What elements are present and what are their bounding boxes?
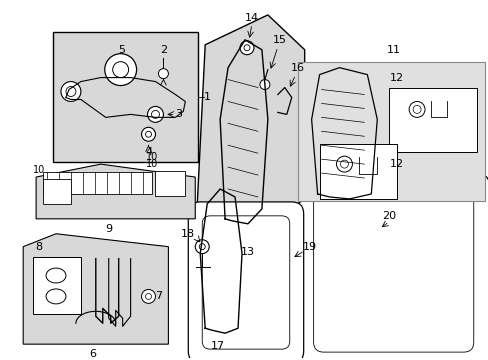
Circle shape — [145, 293, 151, 300]
Polygon shape — [23, 234, 168, 344]
Text: 14: 14 — [244, 13, 259, 23]
Polygon shape — [195, 15, 304, 244]
Circle shape — [151, 111, 159, 118]
Ellipse shape — [46, 289, 66, 304]
Text: 5: 5 — [118, 45, 125, 55]
Circle shape — [240, 41, 253, 55]
Text: 12: 12 — [389, 159, 404, 169]
Circle shape — [336, 156, 352, 172]
Bar — [43, 179, 71, 204]
Text: 15: 15 — [272, 35, 286, 45]
Bar — [53, 32, 198, 162]
Circle shape — [61, 82, 81, 102]
Text: 13: 13 — [241, 247, 254, 257]
Polygon shape — [36, 164, 195, 219]
Bar — [319, 144, 396, 199]
FancyBboxPatch shape — [313, 189, 473, 352]
Text: 3: 3 — [175, 109, 182, 120]
Circle shape — [141, 127, 155, 141]
Circle shape — [158, 69, 168, 78]
Text: 11: 11 — [386, 45, 400, 55]
FancyBboxPatch shape — [202, 216, 289, 349]
Bar — [388, 87, 476, 152]
Circle shape — [260, 80, 269, 90]
Circle shape — [199, 244, 205, 250]
Circle shape — [53, 195, 61, 203]
Text: 4: 4 — [144, 147, 152, 157]
Text: 10: 10 — [146, 159, 158, 169]
Text: 10: 10 — [146, 152, 158, 162]
Text: 18: 18 — [181, 229, 195, 239]
Text: 20: 20 — [382, 211, 395, 221]
Text: 7: 7 — [155, 291, 162, 301]
Circle shape — [165, 177, 175, 187]
FancyBboxPatch shape — [188, 202, 303, 360]
Text: 6: 6 — [89, 349, 96, 359]
Circle shape — [112, 62, 128, 78]
Text: 17: 17 — [211, 341, 225, 351]
Bar — [155, 171, 185, 196]
Text: 1: 1 — [203, 93, 210, 103]
Bar — [297, 62, 484, 201]
Circle shape — [147, 107, 163, 122]
Text: 9: 9 — [105, 224, 112, 234]
Ellipse shape — [46, 268, 66, 283]
Circle shape — [141, 289, 155, 303]
Text: 8: 8 — [36, 242, 42, 252]
Circle shape — [340, 160, 348, 168]
Text: 10: 10 — [33, 165, 45, 175]
Circle shape — [408, 102, 424, 117]
Text: 2: 2 — [160, 45, 167, 55]
FancyBboxPatch shape — [297, 173, 488, 360]
Circle shape — [52, 186, 62, 196]
Circle shape — [145, 131, 151, 137]
Circle shape — [104, 54, 136, 86]
Circle shape — [244, 45, 249, 51]
Text: 12: 12 — [389, 73, 404, 82]
Text: 19: 19 — [302, 242, 316, 252]
Bar — [33, 257, 81, 314]
Text: 16: 16 — [290, 63, 304, 73]
Circle shape — [166, 185, 174, 193]
Circle shape — [412, 105, 420, 113]
Circle shape — [66, 86, 76, 96]
Circle shape — [195, 240, 209, 254]
Bar — [43, 172, 152, 194]
